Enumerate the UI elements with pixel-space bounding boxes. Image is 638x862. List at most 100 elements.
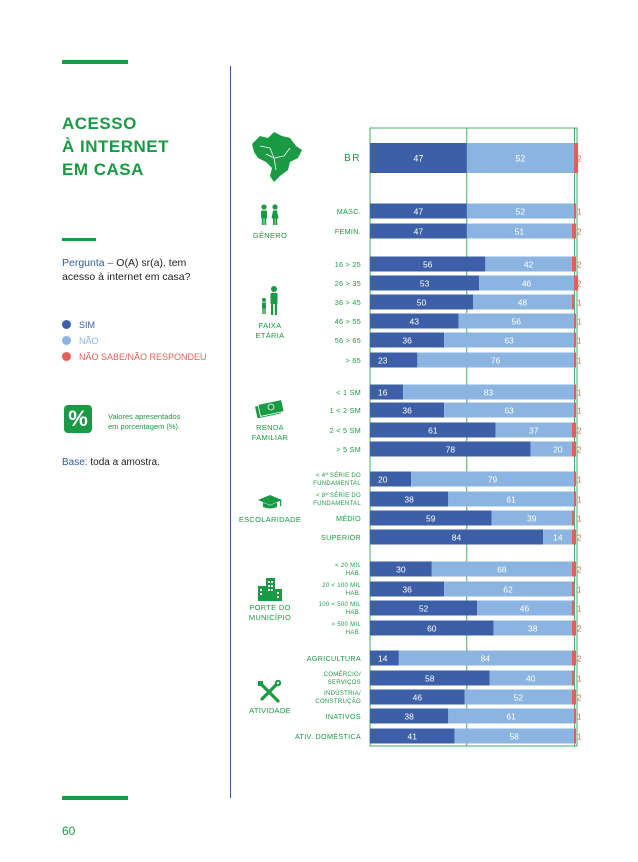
value-label: 40 xyxy=(526,674,536,684)
value-label: 14 xyxy=(553,533,563,543)
value-label: 56 xyxy=(423,260,433,270)
bar-segment-nao xyxy=(477,600,572,616)
graduation-cap-icon xyxy=(258,495,282,509)
group-label-porte: PORTE DO MUNICÍPIO xyxy=(235,603,305,622)
bar-segment-ns xyxy=(571,620,576,636)
bar-segment-sim xyxy=(370,491,449,507)
value-label: 1 xyxy=(577,675,582,684)
bar-segment-nao xyxy=(493,620,572,636)
value-label: 68 xyxy=(497,565,507,575)
bar-segment-sim xyxy=(370,441,531,457)
bar-segment-ns xyxy=(573,491,576,507)
value-label: 20 xyxy=(378,475,388,485)
legend-dot-icon xyxy=(62,336,71,345)
bar-segment-nao xyxy=(454,728,574,744)
bar-segment-ns xyxy=(571,256,576,272)
category-label: ATIV. DOMÉSTICA xyxy=(295,732,361,741)
legend-label: SIM xyxy=(79,320,96,330)
value-label: 47 xyxy=(414,207,424,217)
value-label: 52 xyxy=(516,207,526,217)
value-label: 43 xyxy=(410,317,420,327)
value-label: 53 xyxy=(420,279,430,289)
bar-segment-ns xyxy=(571,529,576,545)
group-label-line: ESCOLARIDADE xyxy=(238,515,302,524)
value-label: 1 xyxy=(577,389,582,398)
group-label-renda: RENDA FAMILIAR xyxy=(235,423,305,442)
value-label: 20 xyxy=(553,445,563,455)
category-label: > 65 xyxy=(346,356,361,365)
bar-segment-nao xyxy=(444,402,574,418)
category-label: 2 < 5 SM xyxy=(330,426,361,435)
value-label: 58 xyxy=(509,732,519,742)
value-label: 61 xyxy=(428,426,438,436)
bar-segment-sim xyxy=(370,600,478,616)
title-line: EM CASA xyxy=(62,160,144,179)
bar-segment-ns xyxy=(573,384,576,400)
value-label: 42 xyxy=(524,260,534,270)
title-line: ACESSO xyxy=(62,114,137,133)
value-label: 61 xyxy=(506,495,516,505)
bar-segment-ns xyxy=(571,650,576,666)
value-label: 63 xyxy=(504,406,514,416)
value-label: 84 xyxy=(481,654,491,664)
bar-segment-ns xyxy=(571,510,574,526)
family-icon xyxy=(262,286,278,315)
value-label: 46 xyxy=(520,604,530,614)
bar-segment-ns xyxy=(573,313,576,329)
value-label: 47 xyxy=(413,154,423,164)
bar-segment-sim xyxy=(370,689,465,705)
bar-segment-nao xyxy=(444,332,574,348)
value-label: 37 xyxy=(529,426,539,436)
category-label: 16 > 25 xyxy=(335,260,361,269)
bar-segment-nao xyxy=(479,275,574,291)
value-label: 79 xyxy=(488,475,498,485)
category-label: 26 > 35 xyxy=(335,279,361,288)
value-label: 23 xyxy=(378,356,388,366)
value-label: 47 xyxy=(414,227,424,237)
value-label: 78 xyxy=(446,445,456,455)
category-label: COMÉRCIO/ xyxy=(324,671,361,678)
category-label: INATIVOS xyxy=(326,712,361,721)
top-rule xyxy=(62,60,128,64)
note-line: Valores apresentados xyxy=(108,412,181,421)
value-label: 62 xyxy=(503,585,513,595)
bar-segment-sim xyxy=(370,275,480,291)
category-label: > 5 SM xyxy=(336,445,361,454)
bottom-rule xyxy=(62,796,128,800)
bar-segment-sim xyxy=(370,352,418,368)
buildings-icon xyxy=(258,578,282,601)
value-label: 36 xyxy=(402,585,412,595)
value-label: 50 xyxy=(417,298,427,308)
people-icon xyxy=(261,204,279,225)
value-label: 2 xyxy=(577,427,582,436)
bar-segment-sim xyxy=(370,384,403,400)
bar-segment-sim xyxy=(370,561,432,577)
percent-icon: % xyxy=(64,405,92,433)
value-label: 2 xyxy=(577,280,582,289)
value-label: 51 xyxy=(515,227,525,237)
bar-segment-sim xyxy=(370,471,412,487)
column-divider xyxy=(230,66,231,798)
bar-segment-ns xyxy=(571,561,576,577)
value-label: 61 xyxy=(506,712,516,722)
bar-segment-nao xyxy=(448,491,574,507)
bar-segment-ns xyxy=(573,708,576,724)
bar-segment-ns xyxy=(571,689,576,705)
bar-segment-nao xyxy=(411,471,574,487)
bar-segment-nao xyxy=(448,708,574,724)
bar-segment-nao xyxy=(473,294,572,310)
page-number: 60 xyxy=(62,824,76,838)
bar-segment-sim xyxy=(370,581,445,597)
value-label: 1 xyxy=(577,407,582,416)
value-label: 59 xyxy=(426,514,436,524)
value-label: 2 xyxy=(577,566,582,575)
bar-segment-ns xyxy=(573,728,576,744)
category-label: 20 < 100 MIL xyxy=(322,583,361,589)
bar-segment-ns xyxy=(573,402,576,418)
value-label: 1 xyxy=(577,208,582,217)
value-label: 84 xyxy=(452,533,462,543)
value-label: 1 xyxy=(577,496,582,505)
value-label: 2 xyxy=(577,446,582,455)
group-label-line: RENDA xyxy=(256,423,284,432)
